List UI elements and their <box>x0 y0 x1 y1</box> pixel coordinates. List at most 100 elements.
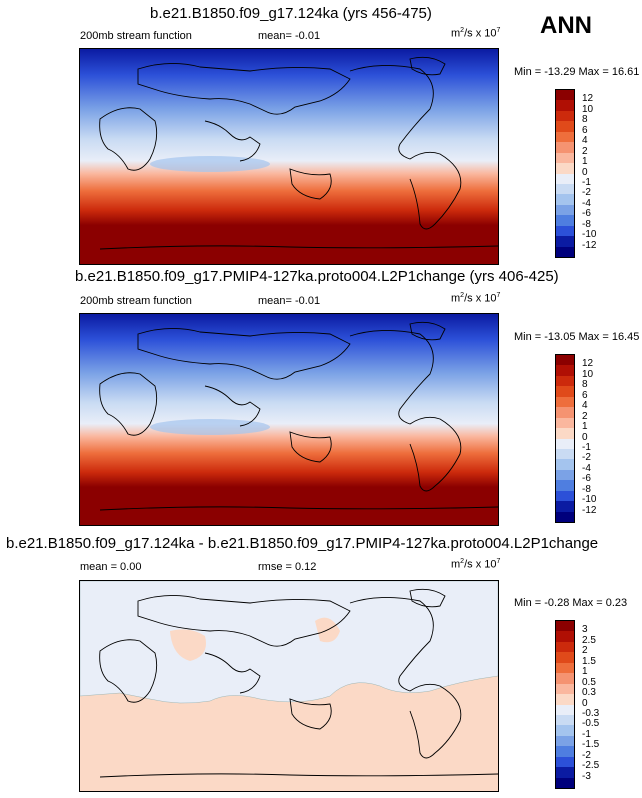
colorbar-segment <box>556 142 574 153</box>
colorbar-tick-label: 2 <box>582 145 588 157</box>
panel-3-mean-label: mean = 0.00 <box>80 561 142 573</box>
colorbar-segment <box>556 621 574 632</box>
colorbar-tick-label: 1 <box>582 666 588 678</box>
colorbar-segment <box>556 511 574 522</box>
colorbar-segment <box>556 714 574 726</box>
colorbar-tick-label: -4 <box>582 197 591 209</box>
colorbar-segment <box>556 173 574 184</box>
colorbar-segment <box>556 683 574 695</box>
colorbar-segment <box>556 407 574 418</box>
colorbar-tick-label: 2 <box>582 410 588 422</box>
colorbar-segment <box>556 246 574 257</box>
colorbar-segment <box>556 386 574 397</box>
colorbar-segment <box>556 396 574 408</box>
colorbar-tick-label: -2 <box>582 749 591 761</box>
panel-1-minmax: Min = -13.29 Max = 16.61 <box>514 66 640 78</box>
panel-3-colorbar <box>555 620 575 789</box>
colorbar-tick-label: 4 <box>582 400 588 412</box>
season-label: ANN <box>540 12 592 39</box>
colorbar-segment <box>556 215 574 226</box>
colorbar-tick-label: 0 <box>582 166 588 178</box>
colorbar-tick-label: -8 <box>582 483 591 495</box>
colorbar-segment <box>556 204 574 216</box>
panel-2-variable-label: 200mb stream function <box>80 295 192 307</box>
colorbar-segment <box>556 375 574 387</box>
panel-1-title: b.e21.B1850.f09_g17.124ka (yrs 456-475) <box>150 5 432 22</box>
colorbar-tick-label: 10 <box>582 368 594 380</box>
colorbar-tick-label: -1 <box>582 441 591 453</box>
colorbar-segment <box>556 725 574 736</box>
colorbar-tick-label: 2.5 <box>582 634 596 646</box>
colorbar-segment <box>556 131 574 143</box>
colorbar-segment <box>556 480 574 491</box>
panel-3-units: m2/s x 107 <box>451 558 501 571</box>
colorbar-segment <box>556 110 574 122</box>
colorbar-tick-label: 0 <box>582 431 588 443</box>
colorbar-segment <box>556 746 574 757</box>
colorbar-tick-label: -8 <box>582 218 591 230</box>
colorbar-segment <box>556 448 574 460</box>
colorbar-segment <box>556 121 574 132</box>
colorbar-segment <box>556 365 574 376</box>
panel-1-mean-label: mean= -0.01 <box>258 30 321 42</box>
colorbar-tick-label: 2 <box>582 645 588 657</box>
colorbar-segment <box>556 90 574 101</box>
colorbar-segment <box>556 490 574 502</box>
panel-3-title: b.e21.B1850.f09_g17.124ka - b.e21.B1850.… <box>6 535 599 552</box>
colorbar-tick-label: -0.5 <box>582 718 600 730</box>
panel-3-minmax: Min = -0.28 Max = 0.23 <box>514 597 628 609</box>
colorbar-tick-label: 12 <box>582 358 594 370</box>
colorbar-tick-label: 1 <box>582 156 588 168</box>
colorbar-tick-label: 1.5 <box>582 655 596 667</box>
colorbar-segment <box>556 704 574 715</box>
colorbar-segment <box>556 236 574 247</box>
colorbar-segment <box>556 469 574 481</box>
colorbar-segment <box>556 459 574 470</box>
colorbar-segment <box>556 163 574 174</box>
colorbar-tick-label: -1 <box>582 176 591 188</box>
colorbar-tick-label: -1.5 <box>582 739 600 751</box>
colorbar-segment <box>556 735 574 747</box>
panel-1-colorbar <box>555 89 575 258</box>
colorbar-tick-label: 6 <box>582 124 588 136</box>
colorbar-tick-label: 0.3 <box>582 687 596 699</box>
panel-2-map <box>79 313 499 526</box>
colorbar-segment <box>556 428 574 439</box>
colorbar-segment <box>556 767 574 778</box>
colorbar-segment <box>556 183 574 195</box>
colorbar-tick-label: -0.3 <box>582 707 600 719</box>
colorbar-tick-label: 12 <box>582 93 594 105</box>
colorbar-segment <box>556 673 574 684</box>
colorbar-tick-label: 8 <box>582 379 588 391</box>
panel-3-rmse-label: rmse = 0.12 <box>258 561 317 573</box>
colorbar-tick-label: 1 <box>582 421 588 433</box>
panel-1-variable-label: 200mb stream function <box>80 30 192 42</box>
colorbar-tick-label: 8 <box>582 114 588 126</box>
colorbar-tick-label: -6 <box>582 208 591 220</box>
colorbar-tick-label: -10 <box>582 229 597 241</box>
colorbar-segment <box>556 631 574 642</box>
colorbar-segment <box>556 225 574 237</box>
colorbar-tick-label: 6 <box>582 389 588 401</box>
panel-1-map <box>79 48 499 265</box>
colorbar-tick-label: -4 <box>582 462 591 474</box>
panel-2-minmax: Min = -13.05 Max = 16.45 <box>514 331 640 343</box>
colorbar-tick-label: -1 <box>582 728 591 740</box>
colorbar-tick-label: -2 <box>582 452 591 464</box>
colorbar-segment <box>556 438 574 449</box>
colorbar-segment <box>556 652 574 663</box>
panel-2-units: m2/s x 107 <box>451 292 501 305</box>
colorbar-tick-label: -12 <box>582 504 597 516</box>
colorbar-segment <box>556 501 574 512</box>
colorbar-segment <box>556 777 574 788</box>
colorbar-segment <box>556 662 574 674</box>
colorbar-segment <box>556 641 574 653</box>
panel-2-mean-label: mean= -0.01 <box>258 295 321 307</box>
colorbar-segment <box>556 355 574 366</box>
colorbar-tick-label: -6 <box>582 473 591 485</box>
colorbar-tick-label: -10 <box>582 494 597 506</box>
colorbar-tick-label: -2 <box>582 187 591 199</box>
colorbar-tick-label: 0.5 <box>582 676 596 688</box>
panel-1-coastlines <box>99 56 498 250</box>
colorbar-tick-label: 3 <box>582 624 588 636</box>
